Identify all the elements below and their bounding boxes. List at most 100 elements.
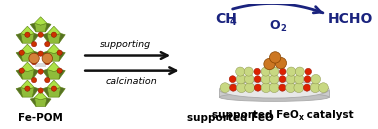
- Polygon shape: [47, 69, 61, 79]
- Circle shape: [261, 74, 271, 84]
- Circle shape: [229, 76, 236, 83]
- Polygon shape: [21, 26, 34, 36]
- Polygon shape: [59, 87, 65, 97]
- Circle shape: [287, 67, 296, 76]
- Circle shape: [45, 59, 50, 65]
- Circle shape: [38, 51, 43, 56]
- Polygon shape: [34, 23, 47, 32]
- Circle shape: [31, 77, 37, 83]
- Text: HCHO: HCHO: [328, 12, 373, 26]
- Circle shape: [294, 83, 304, 93]
- Polygon shape: [33, 51, 39, 61]
- Circle shape: [19, 50, 25, 55]
- Circle shape: [294, 74, 304, 84]
- Circle shape: [286, 83, 296, 93]
- Polygon shape: [47, 80, 61, 90]
- Polygon shape: [16, 69, 22, 79]
- Ellipse shape: [219, 93, 329, 101]
- Circle shape: [220, 83, 230, 93]
- Polygon shape: [21, 87, 34, 97]
- Circle shape: [45, 42, 50, 47]
- Circle shape: [51, 86, 57, 91]
- Polygon shape: [59, 33, 65, 43]
- Circle shape: [270, 52, 281, 63]
- Polygon shape: [21, 62, 34, 71]
- Circle shape: [279, 68, 286, 75]
- Circle shape: [311, 74, 321, 84]
- Polygon shape: [21, 80, 34, 90]
- Circle shape: [42, 53, 53, 64]
- Polygon shape: [34, 98, 47, 107]
- Text: supported FeO: supported FeO: [187, 113, 274, 123]
- Polygon shape: [34, 91, 47, 100]
- Circle shape: [25, 32, 30, 37]
- Circle shape: [29, 53, 39, 64]
- Text: supported FeO: supported FeO: [212, 110, 299, 120]
- Circle shape: [38, 69, 43, 74]
- Polygon shape: [47, 62, 61, 71]
- Circle shape: [57, 68, 62, 73]
- Text: x: x: [299, 113, 304, 122]
- Circle shape: [264, 58, 275, 70]
- Polygon shape: [47, 26, 61, 36]
- Circle shape: [57, 50, 62, 55]
- Text: supported FeO: supported FeO: [187, 110, 274, 120]
- Circle shape: [244, 67, 253, 76]
- Circle shape: [270, 74, 279, 84]
- Polygon shape: [33, 69, 39, 79]
- Polygon shape: [47, 87, 61, 97]
- Circle shape: [304, 76, 311, 83]
- Polygon shape: [59, 51, 65, 61]
- Text: CH: CH: [215, 12, 237, 26]
- Circle shape: [310, 83, 320, 93]
- Circle shape: [235, 67, 245, 76]
- Polygon shape: [21, 51, 34, 61]
- Polygon shape: [47, 51, 61, 61]
- Polygon shape: [45, 23, 51, 32]
- Circle shape: [254, 76, 261, 83]
- Polygon shape: [34, 17, 47, 25]
- Circle shape: [38, 32, 43, 37]
- Circle shape: [31, 59, 37, 65]
- Polygon shape: [219, 90, 329, 97]
- Text: Fe-POM: Fe-POM: [18, 113, 63, 123]
- Text: catalyst: catalyst: [303, 110, 353, 120]
- Ellipse shape: [219, 81, 329, 98]
- Polygon shape: [16, 87, 22, 97]
- Polygon shape: [16, 33, 22, 43]
- Circle shape: [236, 74, 246, 84]
- Circle shape: [254, 84, 261, 91]
- Polygon shape: [21, 33, 34, 43]
- Polygon shape: [47, 33, 61, 43]
- Circle shape: [31, 42, 37, 47]
- Polygon shape: [45, 98, 51, 107]
- Polygon shape: [21, 44, 34, 54]
- Polygon shape: [16, 51, 22, 61]
- Polygon shape: [33, 33, 39, 43]
- Circle shape: [304, 84, 311, 91]
- Circle shape: [279, 84, 286, 91]
- Circle shape: [230, 84, 237, 91]
- Circle shape: [269, 83, 279, 93]
- Text: 4: 4: [230, 17, 237, 27]
- Circle shape: [254, 68, 260, 75]
- Circle shape: [270, 67, 279, 76]
- Circle shape: [51, 32, 57, 37]
- Circle shape: [25, 86, 30, 91]
- Polygon shape: [43, 51, 49, 61]
- Circle shape: [275, 57, 287, 69]
- Polygon shape: [30, 23, 36, 32]
- Circle shape: [295, 67, 304, 76]
- Polygon shape: [59, 69, 65, 79]
- Text: 2: 2: [281, 24, 287, 33]
- Text: supporting: supporting: [100, 40, 151, 49]
- Circle shape: [319, 83, 328, 93]
- Circle shape: [245, 74, 254, 84]
- Circle shape: [279, 76, 286, 83]
- Polygon shape: [30, 98, 36, 107]
- Circle shape: [19, 68, 25, 73]
- Circle shape: [237, 83, 246, 93]
- Circle shape: [261, 67, 270, 76]
- Circle shape: [45, 77, 50, 83]
- Polygon shape: [33, 87, 39, 97]
